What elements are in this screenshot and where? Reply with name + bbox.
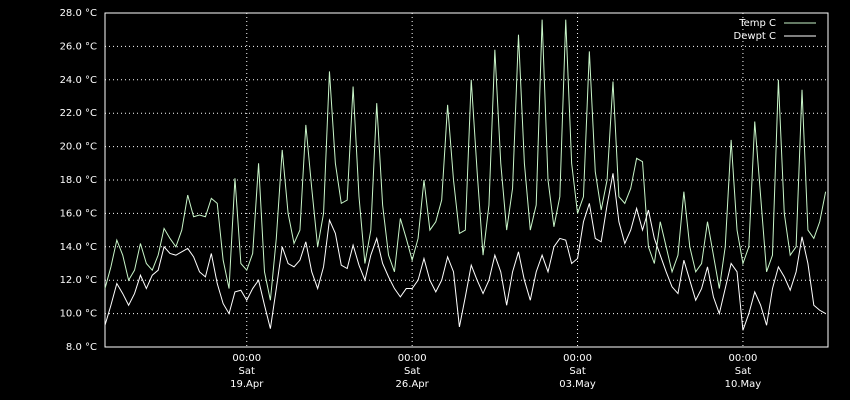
y-tick-label: 20.0 °C [60,142,97,153]
x-tick-label: 00:00 Sat 10.May [724,353,762,390]
y-tick-label: 28.0 °C [60,8,97,19]
x-tick-label: 00:00 Sat 26.Apr [395,353,429,390]
y-tick-label: 14.0 °C [60,242,97,253]
y-tick-label: 12.0 °C [60,275,97,286]
y-tick-label: 16.0 °C [60,208,97,219]
series-line [104,19,827,301]
y-tick-label: 10.0 °C [60,309,97,320]
series-line [104,173,826,331]
y-tick-label: 22.0 °C [60,108,97,119]
y-tick-label: 24.0 °C [60,75,97,86]
x-tick-label: 00:00 Sat 03.May [559,353,596,390]
y-tick-label: 26.0 °C [60,41,97,52]
y-tick-label: 8.0 °C [66,342,97,353]
legend-label: Dewpt C [734,31,776,42]
y-tick-label: 18.0 °C [60,175,97,186]
legend-label: Temp C [738,18,776,29]
x-tick-label: 00:00 Sat 19.Apr [230,353,264,390]
plot-frame [104,12,829,348]
